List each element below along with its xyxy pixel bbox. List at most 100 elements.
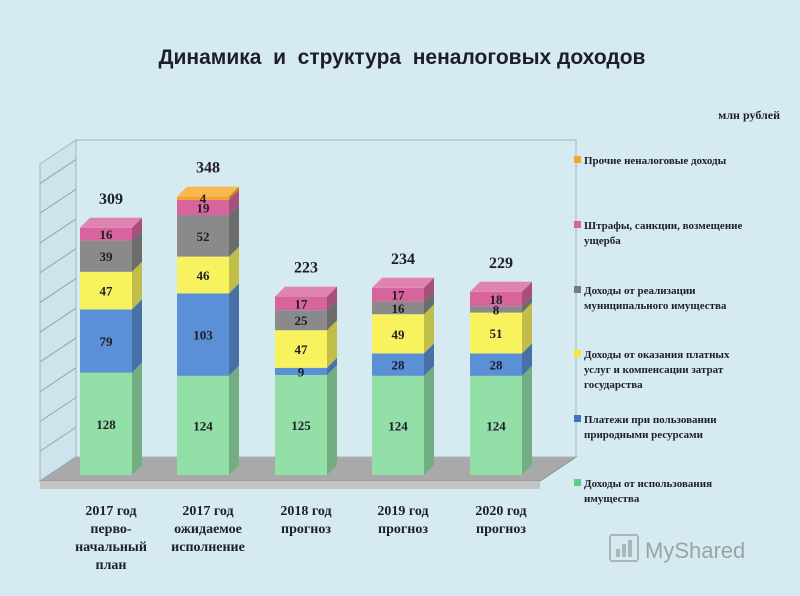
legend-label: ущерба	[584, 235, 621, 247]
data-label: 18	[490, 292, 504, 307]
gridline	[39, 218, 77, 244]
category-label: прогноз	[281, 522, 331, 537]
data-label: 19	[197, 200, 211, 215]
bar-segment-side	[327, 286, 337, 311]
bar-segment-top	[275, 286, 337, 297]
total-label: 229	[489, 255, 513, 272]
data-label: 124	[193, 418, 213, 433]
total-label: 348	[196, 160, 220, 177]
bar-segment-top	[177, 186, 239, 197]
data-label: 47	[100, 284, 114, 299]
bar-segment	[275, 310, 327, 331]
category-label: 2020 год	[475, 504, 526, 519]
bar-segment-side	[229, 365, 239, 475]
bar-segment	[275, 375, 327, 475]
bar-segment	[80, 309, 132, 373]
bar-segment	[275, 330, 327, 368]
chart-title: Динамика и структура неналоговых доходов	[159, 46, 646, 69]
bar-segment-side	[424, 365, 434, 475]
data-label: 51	[490, 326, 503, 341]
bar-segment	[470, 291, 522, 307]
legend-label: муниципального имущества	[584, 300, 727, 312]
bar-segment-side	[132, 362, 142, 475]
bar-stack: 125 9 47 25 17 223	[275, 260, 337, 475]
bar-segment-side	[229, 283, 239, 376]
data-label: 52	[197, 229, 210, 244]
gridline	[39, 158, 77, 184]
category-label: ожидаемое	[174, 522, 242, 537]
bar-segment-side	[424, 304, 434, 354]
data-label: 4	[200, 191, 207, 206]
data-label: 124	[388, 418, 408, 433]
watermark: MyShared	[609, 534, 745, 563]
data-label: 124	[486, 418, 506, 433]
bar-segment-side	[229, 189, 239, 215]
category-label: план	[96, 558, 127, 573]
bar-segment	[177, 256, 229, 294]
bar-segment-side	[132, 217, 142, 241]
category-labels: 2017 год перво-начальный план 2017 год ожида…	[75, 504, 527, 573]
bar-stack: 128 79 47 39 16 309	[80, 191, 142, 475]
gridline	[39, 278, 77, 303]
data-label: 8	[493, 302, 500, 317]
bar-segment-side	[327, 365, 337, 475]
bar-segment-side	[522, 343, 532, 376]
bar-segment	[372, 301, 424, 315]
legend-label: услуг и компенсации затрат	[584, 364, 724, 376]
plot-area	[38, 139, 578, 489]
data-label: 49	[392, 327, 406, 342]
legend-swatch	[574, 156, 581, 163]
legend-item: Доходы от реализации муниципального имуще…	[574, 285, 727, 312]
data-label: 125	[291, 418, 311, 433]
legend-swatch	[574, 479, 581, 486]
bar-segment-side	[522, 302, 532, 354]
bar-segment-side	[424, 343, 434, 376]
bar-segment-side	[132, 261, 142, 310]
legend-item: Прочие неналоговые доходы	[574, 155, 727, 167]
bar-segment	[470, 312, 522, 354]
data-label: 9	[298, 364, 305, 379]
data-label: 39	[100, 249, 114, 264]
bar-segment	[470, 375, 522, 475]
gridline	[39, 397, 77, 422]
bar-segment	[470, 306, 522, 313]
legend-item: Доходы от оказания платных услуг и компен…	[574, 349, 730, 391]
bar-segment-side	[522, 281, 532, 307]
data-label: 128	[96, 417, 116, 432]
legend-label: природными ресурсами	[584, 429, 704, 441]
bar-segment-top	[372, 277, 434, 288]
category-label: 2017 год	[85, 504, 136, 519]
category-label: 2017 год	[182, 504, 233, 519]
bar-segment	[275, 296, 327, 311]
legend-label: государства	[584, 379, 643, 391]
bar-segment-top	[470, 281, 532, 292]
gridline	[39, 456, 77, 482]
bars-group: 128 79 47 39 16 309 124 103 46 52 194 348 125 9 47 25 17…	[80, 160, 532, 475]
legend-swatch	[574, 286, 581, 293]
gridline	[39, 248, 77, 274]
legend-swatch	[574, 350, 581, 357]
bar-segment	[80, 240, 132, 272]
category-label: прогноз	[476, 522, 526, 537]
data-label: 16	[100, 227, 114, 242]
bar-segment	[177, 375, 229, 475]
bar-segment-side	[132, 230, 142, 272]
data-label: 17	[392, 288, 406, 303]
legend-item: Штрафы, санкции, возмещение ущерба	[574, 220, 742, 247]
bar-segment	[372, 314, 424, 354]
category-label: начальный	[75, 540, 147, 555]
bar-segment-side	[424, 277, 434, 302]
category-label: 2019 год	[377, 504, 428, 519]
legend-label: имущества	[584, 493, 640, 505]
legend-label: Платежи при пользовании	[584, 414, 717, 426]
bar-segment-side	[522, 296, 532, 313]
category-label: 2018 год	[280, 504, 331, 519]
legend-swatch	[574, 415, 581, 422]
bar-segment	[372, 375, 424, 475]
legend: Прочие неналоговые доходы Штрафы, санкции…	[574, 155, 742, 505]
bar-segment	[470, 353, 522, 376]
bar-segment-top	[80, 217, 142, 228]
category-label: исполнение	[171, 540, 245, 555]
